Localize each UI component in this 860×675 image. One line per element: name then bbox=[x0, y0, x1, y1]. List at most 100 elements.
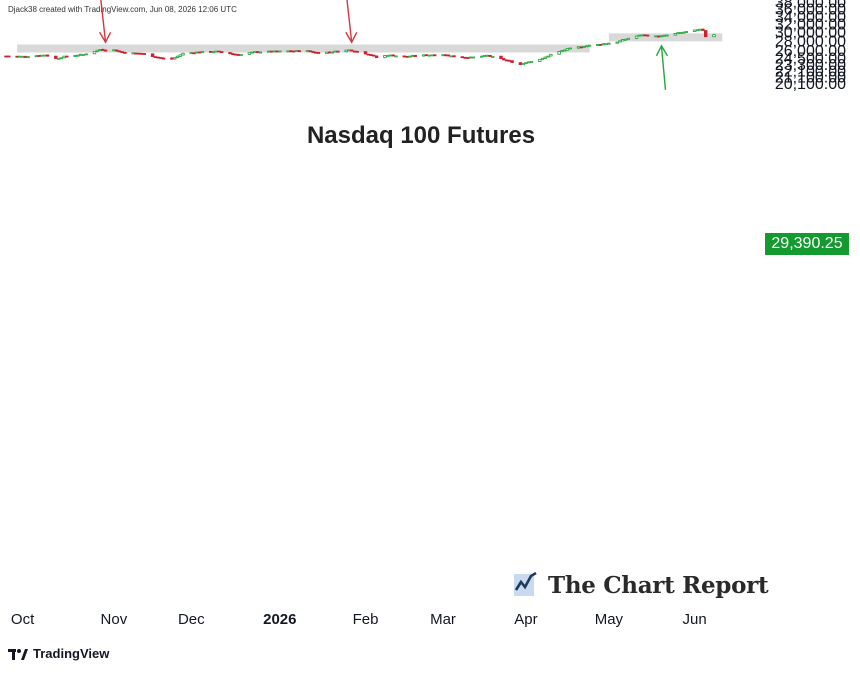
tradingview-logo[interactable]: TradingView bbox=[8, 646, 109, 661]
candle bbox=[308, 50, 312, 53]
candle bbox=[200, 51, 205, 53]
candle bbox=[103, 49, 108, 52]
candle bbox=[120, 51, 124, 53]
candle bbox=[634, 35, 639, 39]
candle bbox=[156, 56, 160, 59]
candle bbox=[518, 62, 523, 65]
candle bbox=[579, 46, 583, 49]
candle bbox=[136, 52, 141, 55]
candle bbox=[479, 55, 484, 58]
candle bbox=[565, 48, 570, 51]
time-axis: Oct Nov Dec 2026 Feb Mar Apr May Jun bbox=[11, 611, 707, 628]
candle bbox=[543, 56, 547, 59]
y-tick-label: 34,000.00 bbox=[775, 9, 846, 26]
x-tick-label: 2026 bbox=[263, 611, 296, 628]
candle bbox=[490, 56, 495, 58]
candle bbox=[679, 32, 683, 34]
candle bbox=[427, 54, 431, 57]
candle bbox=[255, 51, 260, 53]
candle bbox=[645, 34, 650, 37]
chart-report-logo-icon bbox=[514, 572, 537, 596]
candle bbox=[601, 43, 606, 46]
candle bbox=[172, 57, 177, 60]
candle bbox=[336, 50, 340, 53]
candle bbox=[538, 59, 542, 62]
candle bbox=[488, 55, 492, 57]
candle bbox=[698, 28, 702, 31]
candle bbox=[585, 45, 589, 48]
candle bbox=[626, 37, 630, 40]
candle bbox=[374, 55, 379, 59]
candle bbox=[521, 63, 525, 66]
candle bbox=[269, 50, 274, 53]
candle bbox=[540, 57, 545, 60]
candle bbox=[131, 52, 135, 55]
candle bbox=[333, 50, 337, 53]
x-tick-label: Oct bbox=[11, 611, 35, 628]
candle bbox=[272, 50, 276, 53]
candle bbox=[529, 61, 534, 63]
candle bbox=[266, 50, 271, 53]
candle bbox=[430, 54, 434, 57]
candle bbox=[344, 49, 348, 53]
candle bbox=[275, 50, 279, 53]
y-tick-label: 23,300.00 bbox=[775, 57, 846, 74]
candle bbox=[615, 41, 619, 44]
candle bbox=[468, 56, 473, 59]
candle bbox=[643, 34, 647, 37]
candle bbox=[510, 60, 514, 63]
candle bbox=[330, 51, 334, 54]
candle bbox=[507, 59, 511, 62]
candle bbox=[117, 50, 122, 53]
candle bbox=[692, 29, 697, 33]
candle bbox=[410, 54, 415, 57]
candle bbox=[347, 49, 351, 52]
candle bbox=[45, 54, 50, 57]
candle bbox=[587, 44, 592, 47]
candle bbox=[195, 51, 199, 54]
y-tick-label: 20,100.00 bbox=[775, 76, 846, 93]
candle bbox=[391, 54, 395, 57]
candle bbox=[673, 33, 677, 36]
candle bbox=[394, 55, 398, 58]
candle bbox=[311, 51, 315, 53]
candle bbox=[159, 57, 163, 59]
candle bbox=[34, 55, 39, 58]
y-tick-label: 38,000.00 bbox=[775, 0, 846, 12]
candle bbox=[208, 51, 213, 53]
candle bbox=[607, 42, 611, 45]
candle bbox=[621, 39, 625, 42]
candle bbox=[233, 53, 238, 56]
candle bbox=[369, 54, 373, 56]
candle bbox=[15, 55, 19, 58]
candle bbox=[297, 50, 301, 53]
last-price-label: 29,390.25 bbox=[765, 233, 849, 255]
candle bbox=[363, 51, 368, 55]
candle bbox=[26, 56, 30, 59]
candle bbox=[134, 52, 138, 55]
candle bbox=[114, 49, 119, 52]
candle bbox=[463, 56, 467, 59]
candle bbox=[452, 55, 456, 58]
candle bbox=[704, 30, 708, 38]
candle bbox=[150, 53, 155, 57]
candle bbox=[139, 52, 144, 55]
candle bbox=[527, 61, 531, 64]
candle bbox=[178, 54, 182, 57]
candle bbox=[441, 54, 445, 57]
candle bbox=[316, 52, 321, 54]
candle bbox=[582, 45, 586, 48]
candle bbox=[54, 55, 58, 59]
arrow-down-icon bbox=[98, 0, 112, 44]
candle bbox=[92, 51, 97, 55]
candlestick-series bbox=[4, 28, 716, 66]
candle bbox=[153, 56, 157, 58]
candle bbox=[424, 54, 429, 57]
candle bbox=[20, 55, 25, 58]
candle bbox=[352, 50, 357, 53]
candle bbox=[460, 56, 464, 59]
candle bbox=[219, 51, 224, 53]
y-tick-label: 22,100.00 bbox=[775, 64, 846, 81]
chart-credit: Djack38 created with TradingView.com, Ju… bbox=[8, 5, 237, 14]
